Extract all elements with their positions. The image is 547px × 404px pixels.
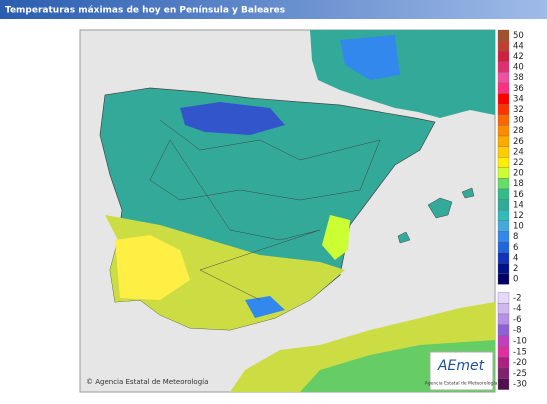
legend-swatch: [497, 188, 510, 200]
legend-label: -4: [513, 304, 521, 314]
legend-label: 16: [513, 190, 524, 200]
legend-swatch: [497, 303, 510, 315]
legend-label: -8: [513, 326, 521, 336]
ibiza: [397, 231, 411, 244]
legend-swatch: [497, 72, 510, 84]
legend-label: 42: [513, 52, 524, 62]
legend-label: -20: [513, 358, 527, 368]
legend-swatch: [497, 29, 510, 41]
legend-label: 10: [513, 222, 524, 232]
legend-swatch: [497, 135, 510, 147]
legend-swatch: [497, 93, 510, 105]
logo-box: [429, 351, 494, 391]
legend-label: -15: [513, 347, 527, 357]
legend-swatch: [497, 313, 510, 325]
logo-caption: Agencia Estatal de Meteorología: [425, 380, 498, 387]
legend-label: -6: [513, 315, 521, 325]
legend-swatch: [497, 263, 510, 274]
legend-swatch: [497, 82, 510, 94]
legend-label: 50: [513, 31, 524, 41]
alps-cold: [340, 35, 400, 80]
legend-label: 2: [513, 264, 518, 274]
legend-swatch: [497, 199, 510, 211]
legend-label: 6: [513, 243, 518, 253]
legend-label: 32: [513, 105, 524, 115]
legend-label: -25: [513, 369, 527, 379]
legend-label: -30: [513, 380, 527, 390]
legend-swatch: [497, 231, 510, 243]
legend: 5044424038363432302826242220181614121086…: [497, 29, 527, 390]
legend-label: 40: [513, 63, 524, 73]
legend-label: 36: [513, 84, 524, 94]
sierra-cold: [245, 296, 285, 318]
legend-label: -10: [513, 337, 527, 347]
legend-swatch: [497, 241, 510, 253]
legend-swatch: [497, 178, 510, 190]
legend-label: 4: [513, 253, 518, 263]
menorca: [461, 187, 475, 199]
legend-label: 22: [513, 158, 524, 168]
legend-label: 0: [513, 275, 518, 285]
title-bar: [0, 0, 547, 19]
legend-swatch: [497, 40, 510, 52]
legend-swatch: [497, 210, 510, 221]
title: Temperaturas máximas de hoy en Península…: [5, 6, 285, 16]
legend-swatch: [497, 273, 510, 285]
legend-swatch: [497, 51, 510, 62]
legend-label: 24: [513, 147, 524, 157]
logo: AEmet: [437, 358, 485, 374]
legend-swatch: [497, 378, 510, 390]
legend-label: 34: [513, 94, 524, 104]
legend-label: 44: [513, 41, 524, 51]
legend-swatch: [497, 292, 510, 304]
legend-label: -2: [513, 293, 521, 303]
legend-swatch: [497, 125, 510, 137]
legend-label: 38: [513, 73, 524, 83]
southwest-hot: [115, 235, 190, 300]
north-cold: [180, 102, 285, 135]
legend-label: 20: [513, 169, 524, 179]
legend-label: 18: [513, 179, 524, 189]
legend-swatch: [497, 114, 510, 126]
legend-swatch: [497, 346, 510, 358]
legend-swatch: [497, 61, 510, 73]
legend-label: 26: [513, 137, 524, 147]
legend-label: 28: [513, 126, 524, 136]
legend-swatch: [497, 357, 510, 369]
legend-swatch: [497, 104, 510, 115]
legend-label: 30: [513, 116, 524, 126]
legend-swatch: [497, 157, 510, 168]
map: © Agencia Estatal de Meteorología AEmet …: [79, 29, 498, 393]
legend-swatch: [497, 335, 510, 347]
borders: [149, 119, 381, 301]
east-warm: [322, 215, 350, 260]
legend-label: 8: [513, 232, 518, 242]
legend-swatch: [497, 167, 510, 179]
legend-swatch: [497, 367, 510, 379]
legend-swatch: [497, 252, 510, 264]
legend-swatch: [497, 220, 510, 232]
legend-label: 14: [513, 200, 524, 210]
mallorca: [427, 197, 453, 219]
legend-swatch: [497, 146, 510, 158]
legend-label: 12: [513, 211, 524, 221]
legend-swatch: [497, 324, 510, 336]
credit: © Agencia Estatal de Meteorología: [86, 378, 208, 386]
